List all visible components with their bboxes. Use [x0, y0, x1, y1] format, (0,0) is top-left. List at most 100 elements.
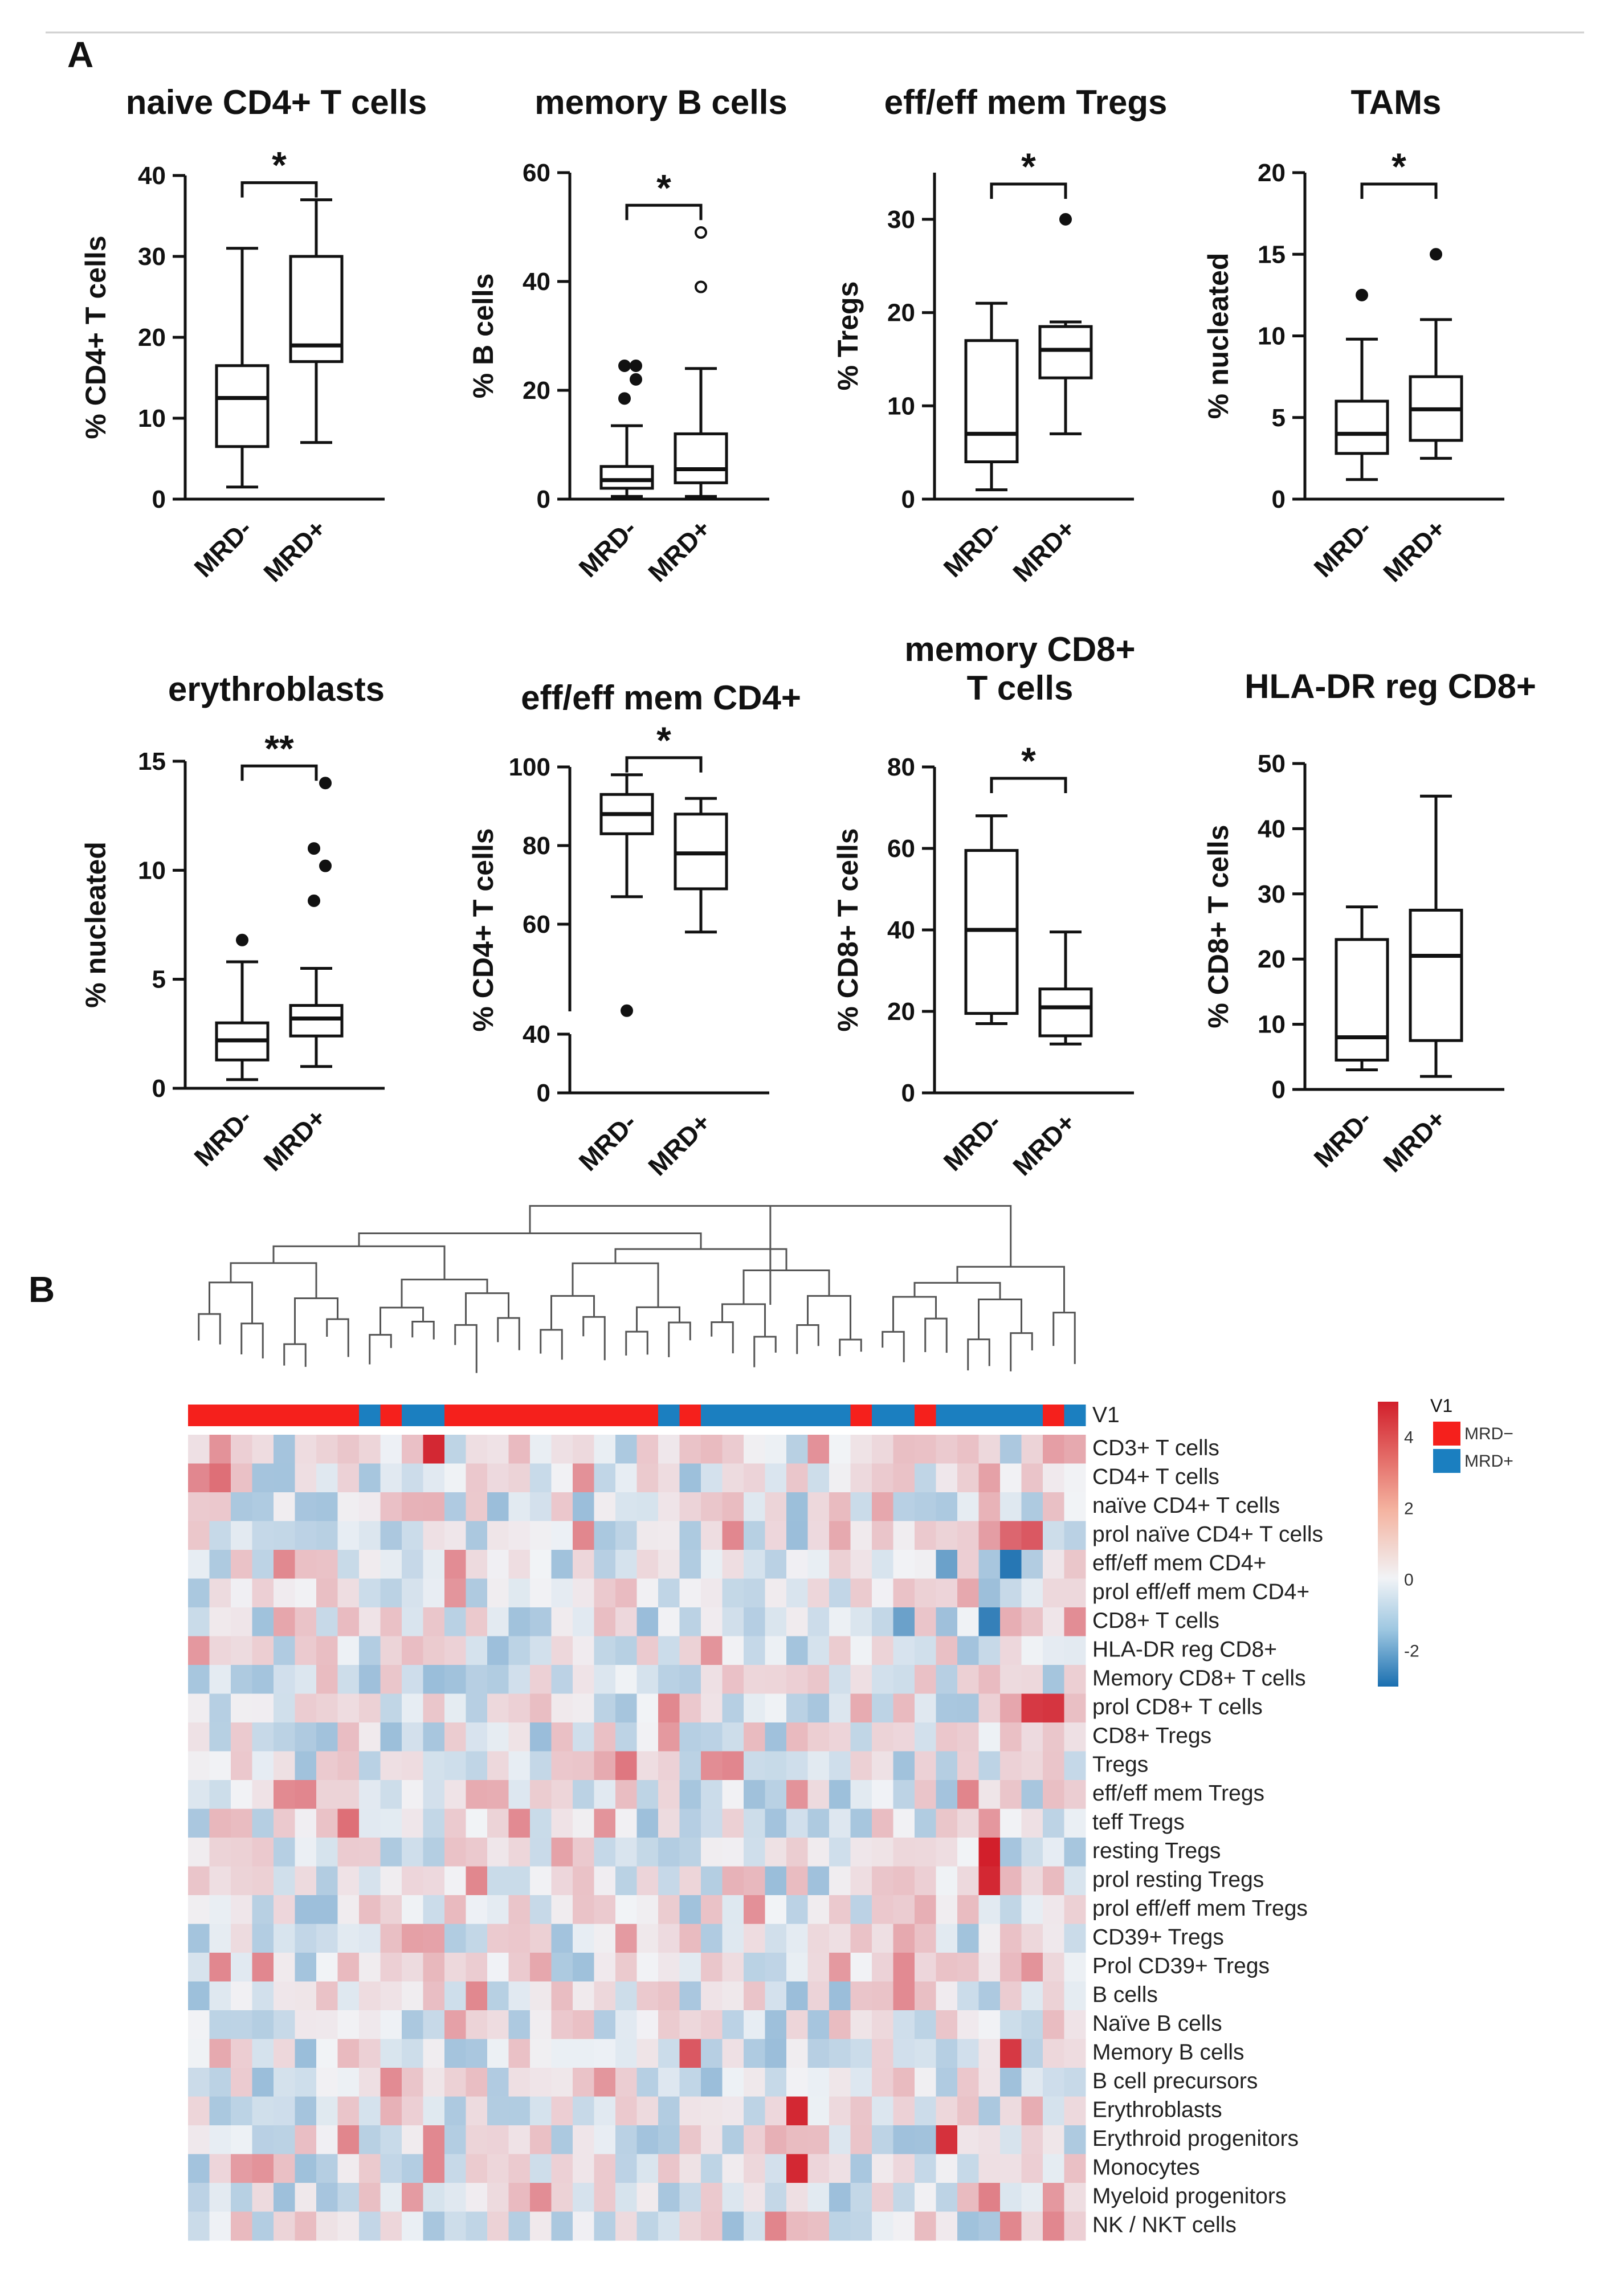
annotation-cell: [850, 1405, 872, 1426]
heatmap-cell: [359, 1665, 381, 1694]
plot-title: eff/eff mem CD4+: [521, 679, 801, 717]
heatmap-cell: [850, 1866, 872, 1896]
heatmap-cell: [316, 1780, 338, 1809]
heatmap-cell: [722, 2010, 744, 2039]
heatmap-cell: [701, 1693, 723, 1723]
heatmap-cell: [316, 1722, 338, 1752]
heatmap-cell: [850, 2154, 872, 2183]
heatmap-cell: [701, 1866, 723, 1896]
annotation-cell: [231, 1405, 252, 1426]
heatmap-cell: [209, 2039, 231, 2068]
heatmap-cell: [295, 1578, 317, 1608]
heatmap-cell: [807, 2039, 830, 2068]
heatmap-cell: [508, 1435, 531, 1464]
heatmap-cell: [893, 1981, 915, 2011]
heatmap-cell: [615, 1722, 637, 1752]
annotation-cell: [893, 1405, 915, 1426]
heatmap-cell: [252, 1665, 274, 1694]
heatmap-cell: [915, 1722, 936, 1752]
plot-title: HLA-DR reg CD8+: [1244, 667, 1536, 705]
heatmap-cell: [508, 1550, 531, 1579]
heatmap-cell: [915, 1981, 936, 2011]
heatmap-cell: [1021, 2068, 1043, 2097]
heatmap-cell: [915, 1809, 936, 1838]
heatmap-cell: [337, 1693, 360, 1723]
heatmap-cell: [807, 1981, 830, 2011]
heatmap-cell: [957, 2096, 979, 2126]
heatmap-cell: [530, 1578, 552, 1608]
annotation-cell: [252, 1405, 274, 1426]
heatmap-cell: [786, 1809, 808, 1838]
heatmap-cell: [1021, 1866, 1043, 1896]
heatmap-cell: [936, 1578, 958, 1608]
heatmap-cell: [1021, 2096, 1043, 2126]
heatmap-cell: [530, 1636, 552, 1665]
heatmap-cell: [188, 2125, 210, 2154]
heatmap-cell: [402, 1665, 423, 1694]
heatmap-cell: [209, 1924, 231, 1953]
heatmap-cell: [231, 1578, 252, 1608]
heatmap-cell: [915, 2183, 936, 2212]
significance-bracket: [1360, 182, 1438, 199]
heatmap-cell: [1043, 1722, 1064, 1752]
heatmap-cell: [444, 1809, 466, 1838]
y-tick-label: 0: [537, 1079, 550, 1107]
box-iqr: [1409, 908, 1463, 1042]
y-tick-label: 10: [1258, 323, 1286, 350]
heatmap-cell: [594, 1550, 616, 1579]
annotation-cell: [615, 1405, 637, 1426]
box-iqr: [1335, 399, 1389, 455]
heatmap-cell: [872, 1435, 893, 1464]
heatmap-cell: [423, 1550, 445, 1579]
y-tick-label: 20: [1258, 159, 1286, 187]
heatmap-cell: [893, 2010, 915, 2039]
heatmap-cell: [402, 1751, 423, 1781]
box-MRD+: [674, 797, 728, 934]
heatmap-cell: [744, 1838, 765, 1867]
heatmap-cell: [423, 1607, 445, 1636]
dendrogram-branch: [742, 1269, 830, 1304]
heatmap-cell: [231, 1463, 252, 1493]
heatmap-cell: [978, 1924, 1001, 1953]
row-label: prol CD8+ T cells: [1092, 1695, 1263, 1720]
heatmap-cell: [274, 2068, 295, 2097]
row-label: CD3+ T cells: [1092, 1436, 1219, 1460]
heatmap-cell: [487, 1636, 509, 1665]
heatmap-cell: [957, 1780, 979, 1809]
heatmap-cell: [359, 2039, 381, 2068]
heatmap-cell: [786, 2183, 808, 2212]
heatmap-cell: [551, 1492, 573, 1521]
heatmap-cell: [188, 1981, 210, 2011]
heatmap-cell: [1064, 1665, 1086, 1694]
heatmap-cell: [872, 1953, 893, 1982]
row-label: Monocytes: [1092, 2156, 1200, 2180]
significance-label: *: [1021, 740, 1036, 782]
heatmap-cell: [807, 1809, 830, 1838]
heatmap-cell: [679, 2096, 701, 2126]
heatmap-cell: [252, 1953, 274, 1982]
heatmap-cell: [765, 1435, 787, 1464]
heatmap-cell: [978, 1578, 1001, 1608]
heatmap-cell: [978, 1838, 1001, 1867]
heatmap-cell: [978, 1953, 1001, 1982]
y-tick-label: 10: [887, 392, 915, 420]
heatmap-cell: [786, 2068, 808, 2097]
heatmap-cell: [893, 2039, 915, 2068]
heatmap-cell: [872, 1751, 893, 1781]
heatmap-cell: [188, 1435, 210, 1464]
heatmap-cell: [316, 1435, 338, 1464]
heatmap-cell: [722, 1607, 744, 1636]
heatmap-cell: [872, 1578, 893, 1608]
y-tick-label: 15: [1258, 240, 1286, 268]
heatmap-cell: [978, 2211, 1001, 2241]
dendrogram-branch: [540, 1329, 563, 1360]
heatmap-cell: [252, 2154, 274, 2183]
heatmap-cell: [765, 1636, 787, 1665]
heatmap-cell: [893, 1550, 915, 1579]
box-iqr: [1335, 938, 1389, 1062]
plot-title: eff/eff mem Tregs: [884, 83, 1168, 121]
outlier-point: [695, 280, 707, 293]
heatmap-cell: [829, 2154, 851, 2183]
heatmap-cell: [915, 1463, 936, 1493]
heatmap-cell: [530, 1607, 552, 1636]
